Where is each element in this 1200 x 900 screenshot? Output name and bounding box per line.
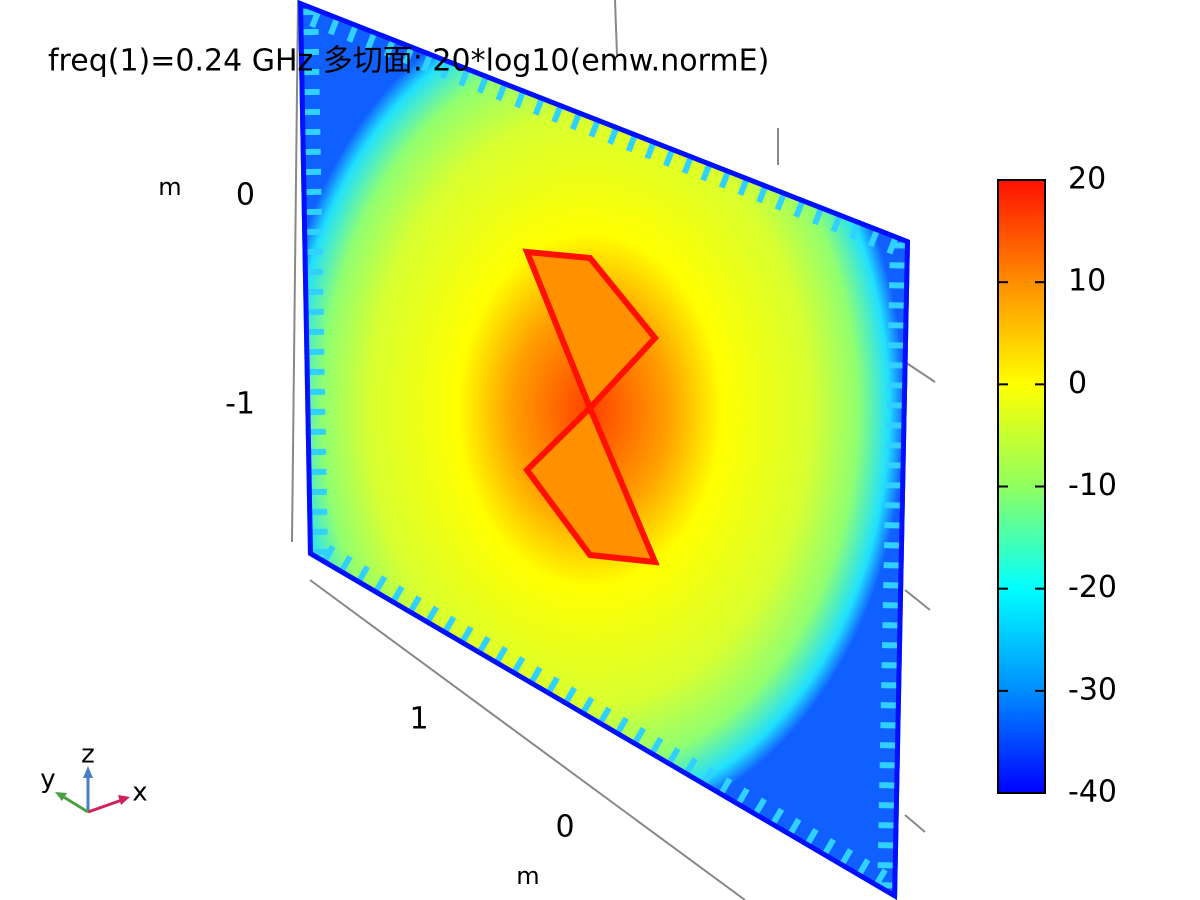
colorbar-tick-label: -30 [1068,672,1117,707]
y-tick-label: 0 [555,810,574,845]
colorbar-tick-label: 20 [1068,162,1106,197]
y-unit: m [516,862,539,890]
triad-y: y [40,765,55,795]
colorbar-tick-label: 0 [1068,366,1087,401]
bowtie-antenna [522,248,660,566]
triad-z: z [81,740,95,770]
triad-x: x [132,778,147,808]
colorbar-tick-label: -40 [1068,775,1117,810]
axis-frame [291,0,936,900]
z-unit: m [158,173,181,201]
z-tick-label: -1 [225,387,255,422]
colorbar-tick-label: -20 [1068,570,1117,605]
y-tick-label: 1 [409,702,428,737]
colorbar-tick-label: -10 [1068,468,1117,503]
axis-triad: z x y [40,740,148,814]
plot-title: freq(1)=0.24 GHz 多切面: 20*log10(emw.normE… [48,44,769,79]
z-tick-label: 0 [236,178,255,213]
colorbar-tick-label: 10 [1068,264,1106,299]
